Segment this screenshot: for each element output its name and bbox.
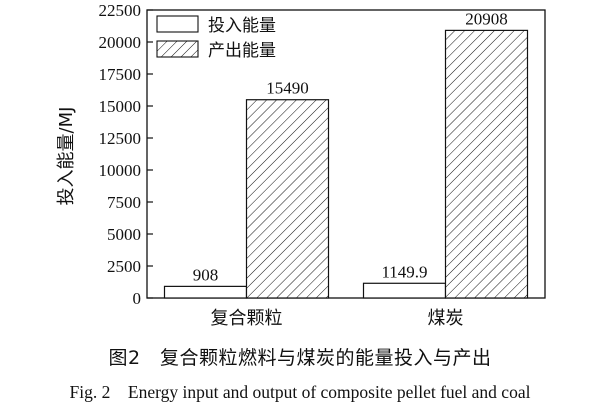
data-label: 20908 [465, 9, 508, 28]
x-tick-label: 煤炭 [428, 308, 464, 329]
legend-label-1: 产出能量 [208, 41, 276, 61]
legend-swatch-0 [156, 15, 199, 33]
y-tick-label: 2500 [107, 257, 141, 276]
y-tick-label: 5000 [107, 225, 141, 244]
y-tick-label: 20000 [99, 33, 142, 52]
y-tick-label: 22500 [99, 1, 142, 20]
figure-caption-cn: 图2 复合颗粒燃料与煤炭的能量投入与产出 [108, 347, 492, 369]
y-tick-label: 0 [133, 289, 142, 308]
bar-input-0 [163, 285, 248, 299]
bar-input-1 [362, 282, 447, 299]
bar-output-1 [444, 29, 529, 299]
data-label: 1149.9 [381, 262, 427, 281]
legend-label-0: 投入能量 [208, 16, 276, 36]
y-tick-label: 10000 [99, 161, 142, 180]
bar-output-0 [245, 99, 330, 299]
figure-caption-en: Fig. 2 Energy input and output of compos… [69, 382, 531, 402]
data-label: 15490 [266, 79, 309, 98]
x-tick-label: 复合颗粒 [211, 308, 283, 329]
y-tick-label: 7500 [107, 193, 141, 212]
y-tick-label: 12500 [99, 129, 142, 148]
legend-swatch-1 [156, 40, 199, 58]
y-tick-label: 17500 [99, 65, 142, 84]
chart: 0 2500 5000 7500 10000 12500 15000 17500 20000 22… [56, 1, 546, 329]
y-tick-label: 15000 [99, 97, 142, 116]
bar-chart: 0 2500 5000 7500 10000 12500 15000 17500 20000 22… [56, 1, 546, 329]
y-axis-label: 投入能量/MJ [56, 107, 77, 206]
plot-frame [146, 9, 546, 299]
data-label: 908 [193, 265, 219, 284]
